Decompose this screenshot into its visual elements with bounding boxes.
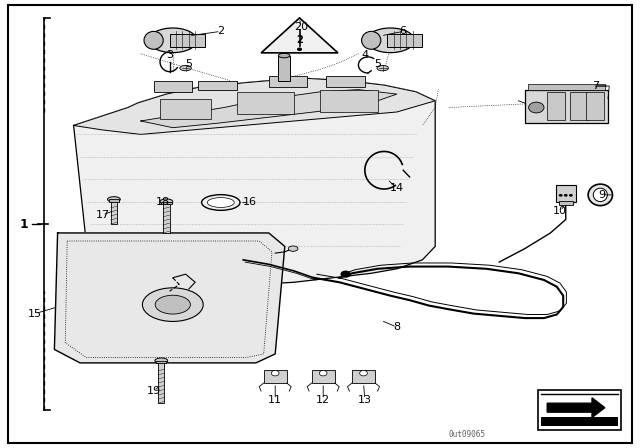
Text: 16: 16 — [243, 198, 257, 207]
Ellipse shape — [144, 31, 163, 49]
Bar — [160, 99, 211, 119]
Text: 2: 2 — [217, 26, 225, 36]
Bar — [326, 76, 365, 87]
Ellipse shape — [202, 194, 240, 211]
Ellipse shape — [377, 65, 388, 71]
Text: 5: 5 — [186, 59, 192, 69]
Bar — [352, 370, 375, 383]
Ellipse shape — [362, 31, 381, 49]
Circle shape — [529, 102, 544, 113]
Circle shape — [360, 370, 367, 376]
Bar — [237, 92, 294, 114]
Circle shape — [340, 271, 351, 278]
Ellipse shape — [588, 184, 612, 206]
Text: 20: 20 — [294, 22, 308, 32]
Text: 8: 8 — [393, 322, 401, 332]
Text: 10: 10 — [553, 206, 567, 215]
Ellipse shape — [593, 188, 607, 202]
Bar — [278, 56, 290, 81]
Circle shape — [297, 47, 302, 51]
Bar — [547, 92, 565, 120]
Bar — [570, 92, 588, 120]
Ellipse shape — [288, 246, 298, 251]
Bar — [556, 185, 576, 202]
Polygon shape — [141, 90, 397, 128]
Bar — [312, 370, 335, 383]
Bar — [528, 84, 605, 90]
Bar — [161, 202, 172, 204]
Bar — [541, 417, 618, 426]
Bar — [154, 81, 192, 92]
Bar — [198, 81, 237, 90]
Bar — [109, 199, 119, 202]
Circle shape — [569, 194, 573, 197]
Polygon shape — [261, 18, 338, 53]
Bar — [269, 76, 307, 87]
Text: 18: 18 — [156, 198, 170, 207]
Text: 5: 5 — [374, 59, 381, 69]
Ellipse shape — [143, 288, 204, 322]
Text: 4: 4 — [361, 50, 369, 60]
Text: 7: 7 — [591, 81, 599, 91]
Text: 17: 17 — [95, 210, 109, 220]
Ellipse shape — [278, 53, 290, 58]
Text: 11: 11 — [268, 395, 282, 405]
Text: 9: 9 — [598, 190, 605, 200]
Bar — [586, 92, 604, 120]
Bar — [170, 34, 205, 47]
Ellipse shape — [207, 198, 234, 207]
Bar — [264, 370, 287, 383]
Ellipse shape — [366, 28, 415, 53]
Text: 13: 13 — [358, 395, 372, 405]
Bar — [525, 90, 608, 123]
Bar — [163, 202, 170, 233]
Ellipse shape — [108, 197, 120, 202]
Text: 2: 2 — [296, 35, 303, 45]
Text: 19: 19 — [147, 386, 161, 396]
Ellipse shape — [160, 199, 173, 204]
Ellipse shape — [180, 65, 191, 71]
Text: 12: 12 — [316, 395, 330, 405]
Ellipse shape — [155, 358, 168, 363]
Bar — [559, 201, 573, 205]
Bar — [156, 361, 166, 363]
Bar — [158, 361, 164, 403]
Bar — [387, 34, 422, 47]
Polygon shape — [74, 78, 435, 289]
Polygon shape — [74, 78, 435, 134]
Text: 3: 3 — [166, 50, 173, 60]
Bar — [538, 390, 621, 430]
Ellipse shape — [156, 295, 191, 314]
Text: 1: 1 — [20, 217, 29, 231]
Polygon shape — [547, 398, 605, 418]
Circle shape — [559, 194, 563, 197]
Circle shape — [319, 370, 327, 376]
Text: 6: 6 — [400, 26, 406, 36]
Text: 14: 14 — [390, 183, 404, 193]
Polygon shape — [54, 233, 285, 363]
Ellipse shape — [149, 28, 197, 53]
Text: 15: 15 — [28, 309, 42, 319]
Circle shape — [271, 370, 279, 376]
Text: 0ut09065: 0ut09065 — [449, 430, 486, 439]
Bar — [320, 90, 378, 112]
Bar — [111, 199, 117, 224]
Circle shape — [564, 194, 568, 197]
